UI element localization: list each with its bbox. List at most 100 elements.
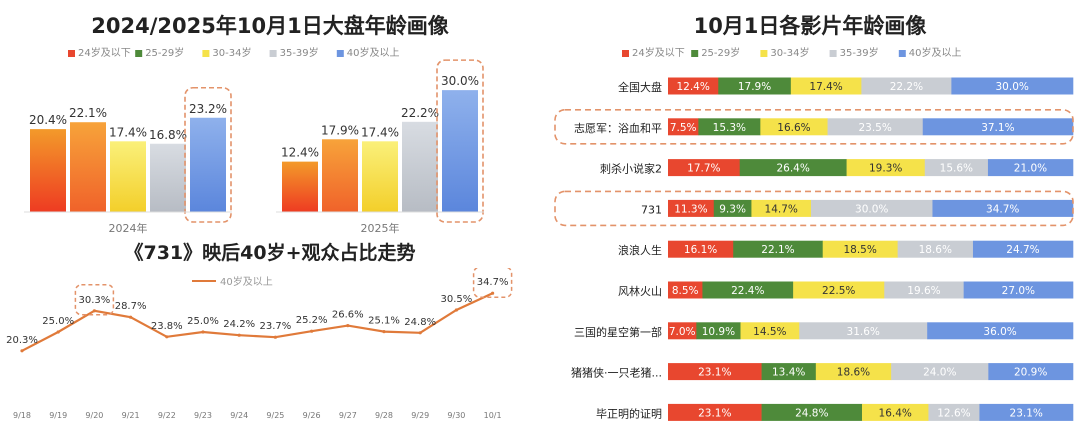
film-data-label: 16.1%: [684, 244, 717, 256]
film-segment-731-35-39岁: [810, 199, 933, 217]
film-data-label: 17.4%: [809, 81, 842, 93]
film-segment-猪猪侠·一只老猪...-35-39岁: [891, 363, 989, 381]
market-bar-2025年-35-39岁: [402, 121, 438, 212]
film-segment-猪猪侠·一只老猪...-30-34岁: [815, 363, 892, 381]
film-segment-风林火山-24岁及以下: [668, 281, 703, 299]
film-data-label: 23.5%: [858, 122, 891, 134]
film-segment-志愿军：浴血和平-25-29岁: [698, 118, 761, 136]
trend-point-9/26: [310, 329, 314, 333]
film-segment-三国的星空第一部-24岁及以下: [668, 322, 697, 340]
market-bar-2025年-24岁及以下: [282, 161, 318, 212]
film-segment-浪浪人生-40岁及以上: [972, 240, 1074, 258]
film-data-label: 9.3%: [719, 203, 746, 215]
film-segment-731-24岁及以下: [668, 199, 715, 217]
film-data-label: 17.9%: [738, 81, 771, 93]
trend-point-9/24: [237, 333, 241, 337]
market-legend-label-1: 25-29岁: [145, 46, 184, 59]
market-data-label: 17.4%: [109, 125, 147, 139]
trend-highlight-box: [74, 284, 115, 316]
market-data-label: 23.2%: [189, 102, 227, 116]
films-legend-label-0: 24岁及以下: [632, 46, 685, 59]
film-segment-毕正明的证明-25-29岁: [761, 403, 863, 421]
trend-x-tick: 9/23: [194, 411, 212, 420]
film-data-label: 12.4%: [676, 81, 709, 93]
film-segment-浪浪人生-25-29岁: [733, 240, 824, 258]
film-segment-志愿军：浴血和平-30-34岁: [760, 118, 828, 136]
market-legend-label-4: 40岁及以上: [347, 46, 400, 59]
film-segment-731-25-29岁: [713, 199, 752, 217]
trend-title: 《731》映后40岁+观众占比走势: [124, 242, 416, 264]
film-segment-全国大盘-25-29岁: [718, 77, 792, 95]
film-data-label: 21.0%: [1014, 163, 1047, 175]
trend-data-label: 24.8%: [404, 317, 436, 328]
film-data-label: 30.0%: [996, 81, 1029, 93]
trend-x-tick: 10/1: [484, 411, 502, 420]
market-bar-2025年-25-29岁: [322, 139, 358, 212]
trend-line: [21, 292, 494, 352]
market-legend-swatch-1: [135, 50, 143, 57]
market-age-bar-chart: 24岁及以下 25-29岁 30-34岁 35-39岁 40岁及以上 20.4% 22.1%…: [24, 46, 484, 235]
film-segment-731-40岁及以上: [932, 199, 1074, 217]
films-legend-swatch-4: [898, 50, 906, 57]
film-data-label: 26.4%: [776, 163, 809, 175]
film-segment-志愿军：浴血和平-40岁及以上: [922, 118, 1074, 136]
market-category-label: 2025年: [361, 221, 400, 235]
film-category-label: 刺杀小说家2: [600, 162, 662, 176]
film-category-label: 风林火山: [618, 284, 662, 298]
film-age-title: 10月1日各影片年龄画像: [693, 14, 927, 38]
film-data-label: 15.6%: [940, 163, 973, 175]
film-data-label: 11.3%: [674, 203, 707, 215]
film-data-label: 19.3%: [869, 163, 902, 175]
trend-point-9/29: [418, 331, 422, 335]
trend-point-9/25: [273, 335, 277, 339]
trend-point-9/19: [56, 330, 60, 334]
film-data-label: 37.1%: [981, 122, 1014, 134]
film-data-label: 18.6%: [837, 367, 870, 379]
film-segment-志愿军：浴血和平-24岁及以下: [668, 118, 699, 136]
trend-data-label: 24.2%: [223, 319, 255, 330]
market-category-label: 2024年: [109, 221, 148, 235]
film-data-label: 17.7%: [687, 163, 720, 175]
film-segment-刺杀小说家2-24岁及以下: [668, 159, 740, 177]
film-segment-全国大盘-24岁及以下: [668, 77, 719, 95]
market-highlight-box: [184, 86, 232, 223]
trend-point-9/30: [454, 308, 458, 312]
market-legend-swatch-4: [336, 50, 344, 57]
film-data-label: 14.5%: [753, 326, 786, 338]
films-legend-swatch-1: [691, 50, 699, 57]
film-segment-三国的星空第一部-25-29岁: [696, 322, 741, 340]
film-category-label: 731: [641, 203, 662, 216]
film-segment-风林火山-25-29岁: [702, 281, 794, 299]
films-legend-swatch-3: [829, 50, 837, 57]
film-data-label: 18.6%: [919, 244, 952, 256]
film-segment-风林火山-35-39岁: [884, 281, 964, 299]
market-age-title: 2024/2025年10月1日大盘年龄画像: [91, 14, 449, 38]
film-segment-三国的星空第一部-30-34岁: [740, 322, 800, 340]
film-segment-全国大盘-35-39岁: [861, 77, 952, 95]
market-highlight-box: [436, 59, 484, 223]
film-segment-刺杀小说家2-30-34岁: [846, 159, 926, 177]
film-data-label: 23.1%: [698, 407, 731, 419]
trend-data-label: 30.3%: [79, 295, 111, 306]
film-segment-志愿军：浴血和平-35-39岁: [827, 118, 924, 136]
trend-point-9/27: [346, 324, 350, 328]
trend-highlight-box: [472, 268, 513, 298]
film-segment-毕正明的证明-24岁及以下: [668, 403, 762, 421]
market-data-label: 16.8%: [149, 128, 187, 142]
films-legend-label-2: 30-34岁: [770, 46, 809, 59]
market-legend-label-0: 24岁及以下: [78, 46, 131, 59]
film-data-label: 7.0%: [669, 326, 696, 338]
market-data-label: 17.9%: [321, 123, 359, 137]
film-category-label: 猪猪侠·一只老猪...: [571, 367, 662, 380]
film-category-label: 三国的星空第一部: [574, 325, 662, 339]
film-segment-猪猪侠·一只老猪...-25-29岁: [761, 363, 817, 381]
film-segment-浪浪人生-30-34岁: [822, 240, 898, 258]
film-data-label: 23.1%: [1010, 407, 1043, 419]
film-data-label: 14.7%: [765, 203, 798, 215]
trend-data-label: 25.0%: [187, 316, 219, 327]
film-category-label: 全国大盘: [618, 80, 662, 94]
trend-x-tick: 9/21: [122, 411, 140, 420]
film-data-label: 24.8%: [795, 407, 828, 419]
film-data-label: 22.2%: [890, 81, 923, 93]
film-data-label: 10.9%: [702, 326, 735, 338]
